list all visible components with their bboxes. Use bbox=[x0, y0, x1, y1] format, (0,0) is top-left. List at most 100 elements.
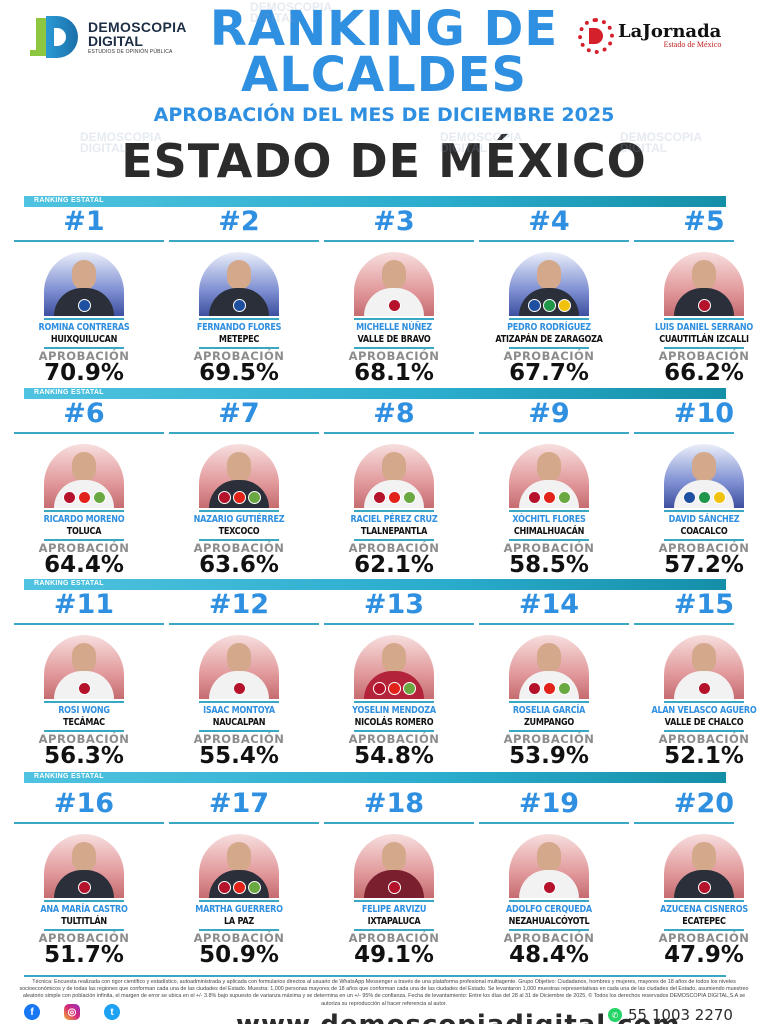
mayor-card: #10 DAVID SÁNCHEZ COACALCO APROBACIÓN 57… bbox=[634, 398, 768, 578]
mayor-name: XÓCHITL FLORES bbox=[512, 514, 586, 525]
pt-party-icon bbox=[232, 881, 246, 894]
mayor-name: LUIS DANIEL SERRANO bbox=[654, 322, 754, 333]
footer-divider bbox=[24, 975, 726, 977]
rank-number: #9 bbox=[528, 398, 570, 429]
municipality: NAUCALPAN bbox=[212, 717, 266, 728]
mayor-name: PEDRO RODRÍGUEZ bbox=[507, 322, 591, 333]
municipality: IXTAPALUCA bbox=[367, 916, 421, 927]
approval-value: 52.1% bbox=[664, 743, 744, 769]
pt-party-icon bbox=[232, 491, 246, 504]
approval-value: 50.9% bbox=[199, 942, 279, 968]
subtitle: APROBACIÓN DEL MES DE DICIEMBRE 2025 bbox=[153, 104, 615, 126]
morena-party-icon bbox=[697, 682, 711, 695]
pvem-party-icon bbox=[92, 491, 106, 504]
municipality: NICOLÁS ROMERO bbox=[354, 717, 434, 728]
mayor-photo bbox=[354, 444, 434, 508]
morena-party-icon bbox=[232, 682, 246, 695]
morena-party-icon bbox=[372, 491, 386, 504]
approval-value: 66.2% bbox=[664, 360, 744, 386]
brand-line2: DIGITAL bbox=[88, 32, 143, 49]
morena-party-icon bbox=[697, 299, 711, 312]
mayor-photo bbox=[664, 444, 744, 508]
morena-party-icon bbox=[387, 881, 401, 894]
mayor-card: #15 ALAN VELASCO AGUERO VALLE DE CHALCO … bbox=[634, 589, 768, 769]
demoscopia-d-icon bbox=[30, 14, 82, 60]
rank-number: #14 bbox=[518, 589, 580, 620]
rank-number: #18 bbox=[363, 788, 425, 819]
morena-party-icon bbox=[372, 682, 386, 695]
municipality: HUIXQUILUCAN bbox=[50, 334, 118, 345]
pvem-party-icon bbox=[402, 682, 416, 695]
morena-party-icon bbox=[62, 491, 76, 504]
mayor-card: #13 YOSELIN MENDOZA NICOLÁS ROMERO APROB… bbox=[324, 589, 474, 769]
section-band-3: RANKING ESTATAL bbox=[24, 579, 726, 590]
mayor-photo bbox=[44, 834, 124, 898]
ranking-row-4: #16 ANA MARÍA CASTRO TULTITLÁN APROBACIÓ… bbox=[14, 788, 749, 968]
approval-value: 51.7% bbox=[44, 942, 124, 968]
mayor-photo bbox=[199, 834, 279, 898]
mayor-photo bbox=[509, 444, 589, 508]
brand-line1: DEMOSCOPIA bbox=[88, 18, 187, 35]
mayor-card: #9 XÓCHITL FLORES CHIMALHUACÁN APROBACIÓ… bbox=[479, 398, 629, 578]
rank-number: #5 bbox=[683, 206, 725, 237]
mayor-name: DAVID SÁNCHEZ bbox=[668, 514, 740, 525]
municipality: TEXCOCO bbox=[218, 526, 260, 537]
mayor-name: FELIPE ARVIZU bbox=[361, 904, 427, 915]
mayor-photo bbox=[664, 635, 744, 699]
facebook-icon[interactable]: f bbox=[24, 1004, 40, 1020]
mayor-name: MICHELLE NÚÑEZ bbox=[356, 322, 432, 333]
ranking-row-1: #1 ROMINA CONTRERAS HUIXQUILUCAN APROBAC… bbox=[14, 206, 753, 386]
mayor-name: ADOLFO CERQUEDA bbox=[506, 904, 592, 915]
pt-party-icon bbox=[387, 491, 401, 504]
section-band-1: RANKING ESTATAL bbox=[24, 196, 726, 207]
municipality: TLALNEPANTLA bbox=[360, 526, 428, 537]
pvem-party-icon bbox=[247, 881, 261, 894]
pt-party-icon bbox=[77, 491, 91, 504]
approval-value: 69.5% bbox=[199, 360, 279, 386]
mayor-photo bbox=[44, 635, 124, 699]
header: DEMOSCOPIA DIGITAL ESTUDIOS DE OPINIÓN P… bbox=[0, 0, 768, 195]
mayor-card: #17 MARTHA GUERRERO LA PAZ APROBACIÓN 50… bbox=[169, 788, 319, 968]
mayor-card: #18 FELIPE ARVIZU IXTAPALUCA APROBACIÓN … bbox=[324, 788, 474, 968]
whatsapp-icon: ✆ bbox=[608, 1008, 622, 1022]
mayor-card: #2 FERNANDO FLORES METEPEC APROBACIÓN 69… bbox=[169, 206, 319, 386]
section-band-4: RANKING ESTATAL bbox=[24, 772, 726, 783]
rank-number: #19 bbox=[518, 788, 580, 819]
approval-value: 55.4% bbox=[199, 743, 279, 769]
approval-label: APROBACIÓN bbox=[348, 349, 440, 363]
twitter-icon[interactable]: t bbox=[104, 1004, 120, 1020]
approval-value: 47.9% bbox=[664, 942, 744, 968]
pvem-party-icon bbox=[557, 682, 571, 695]
municipality: VALLE DE CHALCO bbox=[664, 717, 744, 728]
municipality: TOLUCA bbox=[66, 526, 102, 537]
rank-number: #16 bbox=[53, 788, 115, 819]
mayor-name: ROSELIA GARCÍA bbox=[512, 705, 586, 716]
phone-contact[interactable]: ✆ 55 1003 2270 bbox=[608, 1006, 733, 1024]
sun-icon bbox=[578, 18, 614, 54]
rank-number: #10 bbox=[673, 398, 735, 429]
approval-label: APROBACIÓN bbox=[348, 541, 440, 555]
mayor-name: FERNANDO FLORES bbox=[196, 322, 282, 333]
rank-number: #1 bbox=[63, 206, 105, 237]
mayor-card: #20 AZUCENA CISNEROS ECATEPEC APROBACIÓN… bbox=[634, 788, 768, 968]
morena-party-icon bbox=[527, 491, 541, 504]
mayor-card: #11 ROSI WONG TECÁMAC APROBACIÓN 56.3% bbox=[14, 589, 164, 769]
morena-party-icon bbox=[217, 881, 231, 894]
approval-label: APROBACIÓN bbox=[38, 349, 130, 363]
mayor-name: YOSELIN MENDOZA bbox=[352, 705, 436, 716]
website-link[interactable]: www.demoscopiadigital.com bbox=[236, 1010, 680, 1024]
approval-value: 68.1% bbox=[354, 360, 434, 386]
instagram-icon[interactable]: ◎ bbox=[64, 1004, 80, 1020]
approval-label: APROBACIÓN bbox=[193, 732, 285, 746]
rank-number: #4 bbox=[528, 206, 570, 237]
approval-value: 54.8% bbox=[354, 743, 434, 769]
morena-party-icon bbox=[77, 682, 91, 695]
approval-label: APROBACIÓN bbox=[38, 541, 130, 555]
demoscopia-digital-logo: DEMOSCOPIA DIGITAL ESTUDIOS DE OPINIÓN P… bbox=[30, 14, 187, 60]
title-line-2: ALCALDES bbox=[241, 47, 527, 103]
approval-value: 56.3% bbox=[44, 743, 124, 769]
mayor-name: ROSI WONG bbox=[58, 705, 110, 716]
pri-party-icon bbox=[542, 299, 556, 312]
mayor-name: RACIEL PÉREZ CRUZ bbox=[350, 514, 438, 525]
pt-party-icon bbox=[387, 682, 401, 695]
